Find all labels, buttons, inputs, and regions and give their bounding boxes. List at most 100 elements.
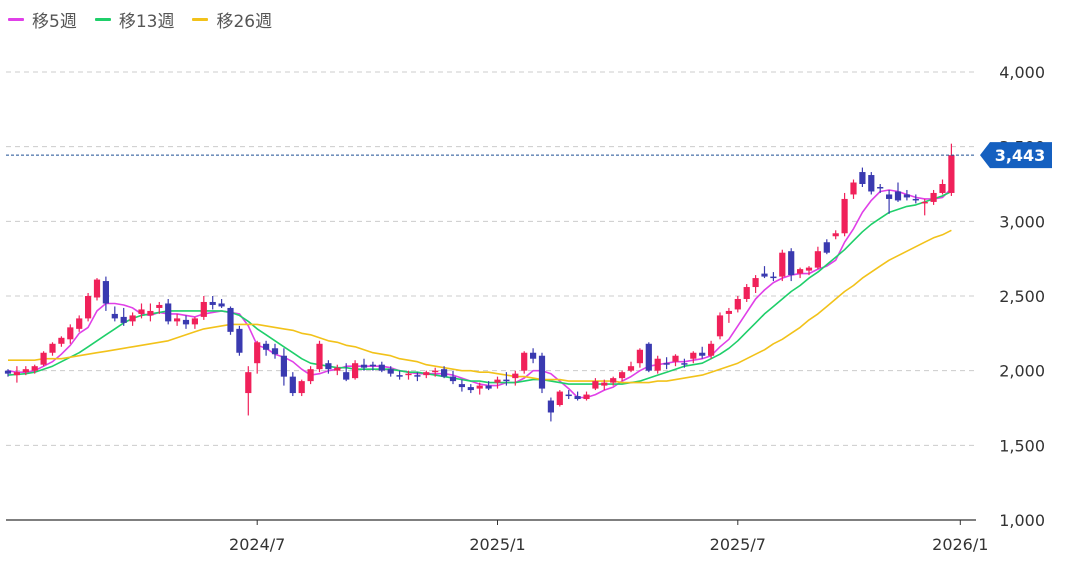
candle-body	[289, 376, 296, 394]
candle-body	[280, 355, 287, 377]
y-tick-label: 3,000	[999, 212, 1045, 231]
candle-body	[494, 379, 501, 383]
candle-body	[681, 363, 688, 365]
moving-average-line	[7, 187, 952, 399]
candle-body	[627, 366, 635, 371]
candle-body	[405, 373, 412, 376]
candle-body	[182, 319, 190, 325]
candle-body	[396, 375, 403, 377]
candle-body	[263, 343, 270, 350]
x-tick-label: 2026/1	[932, 535, 988, 554]
candle-body	[556, 391, 563, 406]
candle-body	[476, 385, 483, 389]
chart-legend: 移5週 移13週 移26週	[8, 6, 272, 32]
candle-body	[414, 375, 421, 377]
candle-body	[645, 343, 652, 371]
candle-body	[912, 198, 919, 201]
candle-body	[636, 349, 643, 364]
candle-body	[716, 315, 724, 337]
candle-body	[360, 364, 368, 368]
candle-body	[538, 355, 546, 389]
candle-body	[441, 369, 448, 377]
y-tick-label: 4,000	[999, 63, 1045, 82]
moving-average-line	[8, 229, 952, 384]
candle-body	[227, 307, 234, 332]
candle-body	[316, 343, 323, 370]
candle-body	[200, 301, 207, 317]
candle-body	[485, 385, 492, 389]
candle-body	[663, 363, 670, 365]
candle-body	[31, 366, 38, 371]
legend-item: 移5週	[8, 7, 77, 32]
candle-body	[369, 364, 376, 367]
candle-body	[120, 316, 127, 323]
candle-body	[307, 369, 314, 382]
candle-body	[930, 192, 937, 202]
candle-body	[432, 370, 439, 373]
legend-label: 移13週	[118, 11, 175, 32]
legend-swatch	[8, 17, 24, 21]
candle-body	[699, 352, 706, 356]
candle-body	[102, 281, 109, 304]
candle-body	[859, 172, 866, 184]
candle-body	[191, 318, 198, 325]
x-tick-label: 2024/7	[229, 535, 285, 554]
candle-body	[779, 252, 786, 277]
candle-body	[886, 194, 893, 199]
candle-body	[245, 372, 252, 394]
y-tick-label: 2,000	[999, 362, 1045, 381]
candle-body	[174, 318, 181, 322]
candle-body	[13, 372, 20, 376]
candle-body	[334, 367, 341, 371]
candle-body	[610, 378, 617, 383]
candle-body	[40, 352, 47, 365]
candle-body	[725, 310, 732, 314]
candle-body	[601, 382, 608, 386]
candle-body	[948, 155, 955, 193]
candle-body	[458, 384, 465, 388]
candle-body	[547, 400, 554, 413]
candle-body	[921, 201, 928, 204]
candle-body	[147, 310, 154, 316]
candle-body	[761, 273, 768, 277]
candle-body	[868, 175, 875, 192]
candle-body	[503, 379, 510, 382]
candle-body	[592, 381, 599, 389]
candle-body	[823, 242, 830, 253]
legend-item: 移26週	[192, 7, 272, 32]
candle-body	[814, 251, 821, 268]
candle-body	[49, 343, 56, 353]
candle-body	[254, 342, 261, 364]
y-tick-label: 2,500	[999, 287, 1045, 306]
legend-item: 移13週	[94, 7, 175, 32]
candle-body	[654, 358, 661, 371]
candle-body	[93, 279, 101, 298]
candle-body	[352, 363, 359, 379]
candle-body	[111, 313, 118, 319]
candle-body	[85, 296, 92, 319]
candle-body	[805, 267, 813, 271]
last-price-badge	[980, 142, 1052, 169]
y-tick-label: 1,500	[999, 436, 1045, 455]
candle-body	[574, 396, 581, 400]
candle-body	[236, 328, 243, 353]
candle-body	[530, 352, 537, 359]
legend-swatch	[192, 17, 209, 21]
legend-label: 移26週	[216, 11, 273, 32]
candle-body	[449, 376, 457, 382]
candle-body	[58, 337, 65, 344]
candle-body	[423, 372, 430, 376]
candle-body	[841, 198, 848, 234]
candle-body	[894, 191, 902, 201]
candle-body	[343, 372, 350, 380]
candle-body	[583, 394, 590, 400]
legend-swatch	[94, 17, 111, 21]
candle-body	[903, 194, 910, 198]
candle-body	[752, 278, 759, 288]
candle-body	[565, 394, 572, 397]
candle-body	[325, 363, 332, 370]
candle-body	[67, 327, 74, 340]
candle-body	[298, 381, 305, 394]
candle-body	[512, 373, 519, 379]
candle-body	[939, 184, 946, 193]
